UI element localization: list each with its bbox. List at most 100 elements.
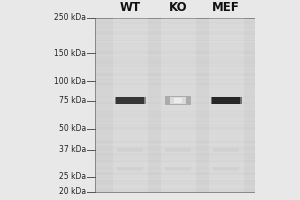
Bar <box>95 137 255 138</box>
Bar <box>208 18 244 192</box>
Bar <box>95 189 255 191</box>
Bar <box>95 70 255 72</box>
Bar <box>95 38 255 40</box>
Bar <box>95 48 255 50</box>
Bar <box>95 43 255 44</box>
Bar <box>95 89 255 90</box>
Bar <box>95 50 255 51</box>
Bar <box>115 97 116 104</box>
Bar <box>95 77 255 79</box>
Bar <box>95 125 255 127</box>
Bar <box>95 166 255 167</box>
Bar <box>95 150 255 151</box>
Text: 100 kDa: 100 kDa <box>54 77 86 86</box>
Bar <box>95 34 255 35</box>
Bar <box>95 140 255 141</box>
Bar <box>95 62 255 63</box>
Bar <box>95 121 255 122</box>
Text: 150 kDa: 150 kDa <box>54 49 86 58</box>
Bar <box>95 178 255 179</box>
Text: MEF: MEF <box>212 1 240 14</box>
Bar <box>95 106 255 108</box>
Bar <box>95 75 255 76</box>
Bar <box>95 22 255 24</box>
Bar <box>95 27 255 28</box>
Bar <box>95 135 255 137</box>
Bar <box>95 64 255 66</box>
Bar <box>95 44 255 46</box>
Bar <box>95 170 255 172</box>
Bar <box>95 69 255 70</box>
Bar <box>95 115 255 117</box>
Bar <box>95 24 255 25</box>
Bar <box>255 0 300 200</box>
Text: 50 kDa: 50 kDa <box>59 124 86 133</box>
Bar <box>95 131 255 133</box>
Bar <box>95 185 255 186</box>
Bar <box>95 157 255 159</box>
Bar <box>165 96 191 105</box>
Bar <box>95 53 255 54</box>
Bar <box>95 18 255 192</box>
Bar <box>95 57 255 59</box>
Bar <box>95 141 255 143</box>
Bar <box>95 180 255 182</box>
Bar <box>95 40 255 41</box>
Bar <box>95 82 255 83</box>
Bar <box>95 37 255 38</box>
Bar <box>95 160 255 162</box>
Bar <box>95 95 255 96</box>
Bar <box>95 146 255 147</box>
Bar <box>95 41 255 43</box>
Bar <box>95 60 255 62</box>
Bar <box>95 186 255 188</box>
Bar <box>95 163 255 164</box>
Bar <box>95 124 255 125</box>
Bar <box>95 144 255 146</box>
Bar <box>115 97 146 104</box>
Bar <box>95 92 255 93</box>
Bar <box>165 167 191 171</box>
Bar <box>95 21 255 22</box>
Bar <box>95 79 255 80</box>
Bar <box>95 67 255 69</box>
Text: 25 kDa: 25 kDa <box>59 172 86 181</box>
Bar <box>95 119 255 121</box>
Bar <box>95 54 255 56</box>
Text: 75 kDa: 75 kDa <box>59 96 86 105</box>
Bar <box>95 112 255 114</box>
Bar <box>117 148 143 152</box>
Bar <box>95 63 255 64</box>
Bar <box>95 31 255 32</box>
Bar <box>95 134 255 135</box>
Bar <box>174 98 182 103</box>
Bar <box>213 148 239 152</box>
Bar <box>240 97 242 104</box>
Bar <box>95 143 255 144</box>
Bar <box>95 162 255 163</box>
Bar <box>95 179 255 180</box>
Bar <box>95 18 255 19</box>
Bar <box>95 98 255 99</box>
Bar <box>95 114 255 115</box>
Bar <box>165 148 191 152</box>
Bar <box>95 93 255 95</box>
Bar <box>95 176 255 178</box>
Bar <box>95 80 255 82</box>
Bar <box>95 85 255 86</box>
Bar <box>95 86 255 88</box>
Bar <box>211 97 212 104</box>
Bar <box>95 172 255 173</box>
Bar <box>95 151 255 153</box>
Bar <box>95 118 255 119</box>
Bar <box>95 182 255 183</box>
Bar <box>95 35 255 37</box>
Bar <box>95 183 255 185</box>
Bar <box>95 83 255 85</box>
Bar <box>95 96 255 98</box>
Bar <box>95 28 255 30</box>
Bar <box>95 30 255 31</box>
Bar <box>95 164 255 166</box>
Bar <box>95 109 255 111</box>
Bar <box>95 130 255 131</box>
